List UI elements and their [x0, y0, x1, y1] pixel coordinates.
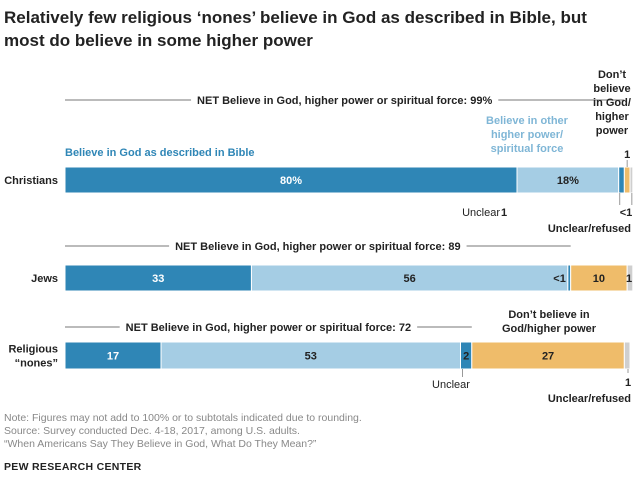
value-label-other: 53 — [305, 351, 317, 363]
net-label: NET Believe in God, higher power or spir… — [126, 322, 411, 334]
value-label-unclear: 2 — [463, 351, 469, 363]
bar-segment-bible — [64, 166, 518, 194]
legend-dont-nones: Don’t believe in — [508, 309, 590, 321]
value-label-unclear: 1 — [501, 207, 507, 219]
value-label-unclear: <1 — [553, 273, 566, 285]
legend-dont: power — [596, 125, 629, 137]
bar-segment-refused — [623, 341, 631, 370]
bar-segment-refused — [626, 264, 634, 292]
legend-other: higher power/ — [491, 129, 563, 141]
chart-title: Relatively few religious ‘nones’ believe… — [4, 8, 587, 50]
bar-segment-unclear — [618, 166, 625, 194]
value-label-dont: 10 — [593, 273, 605, 285]
legend-refused: Unclear/refused — [548, 223, 631, 235]
value-label-refused: 1 — [626, 273, 632, 285]
category-label: “nones” — [15, 358, 58, 370]
category-label: Jews — [31, 273, 58, 285]
bar-segment-dont — [570, 264, 628, 292]
legend-other: Believe in other — [486, 115, 569, 127]
category-label: Religious — [8, 344, 58, 356]
bar-segment-refused — [629, 166, 634, 194]
value-label-other: 18% — [557, 175, 579, 187]
value-label-other: 56 — [404, 273, 416, 285]
value-label-bible: 17 — [107, 351, 119, 363]
chart-notes: Note: Figures may not add to 100% or to … — [4, 412, 362, 451]
legend-bible: Believe in God as described in Bible — [65, 147, 255, 159]
value-label-refused: 1 — [625, 377, 631, 389]
legend-dont: believe — [593, 83, 630, 95]
value-label-bible: 80% — [280, 175, 302, 187]
bar-segment-dont — [623, 166, 631, 194]
source-line: Source: Survey conducted Dec. 4-18, 2017… — [4, 425, 300, 437]
category-label: Christians — [4, 175, 58, 187]
bar-segment-dont — [471, 341, 625, 370]
bar-segment-other — [160, 341, 462, 370]
net-label: NET Believe in God, higher power or spir… — [197, 95, 492, 107]
bar-segment-bible — [64, 264, 252, 292]
note-line: Note: Figures may not add to 100% or to … — [4, 412, 362, 424]
pew-logo-text: PEW RESEARCH CENTER — [4, 461, 142, 473]
value-label-refused: <1 — [620, 207, 633, 219]
legend-dont-nones: God/higher power — [502, 323, 597, 335]
report-line: “When Americans Say They Believe in God,… — [4, 438, 317, 450]
legend-refused: Unclear/refused — [548, 393, 631, 405]
legend-other: spiritual force — [491, 143, 564, 155]
legend-unclear: Unclear — [462, 207, 500, 219]
legend-unclear: Unclear — [432, 379, 470, 391]
value-label-bible: 33 — [152, 273, 164, 285]
net-label: NET Believe in God, higher power or spir… — [175, 241, 460, 253]
legend-dont: higher — [595, 111, 629, 123]
bar-segment-bible — [64, 341, 162, 370]
legend-dont: in God/ — [593, 97, 631, 109]
value-label-dont: 1 — [624, 149, 630, 161]
value-label-dont: 27 — [542, 351, 554, 363]
legend-dont: Don’t — [598, 69, 626, 81]
